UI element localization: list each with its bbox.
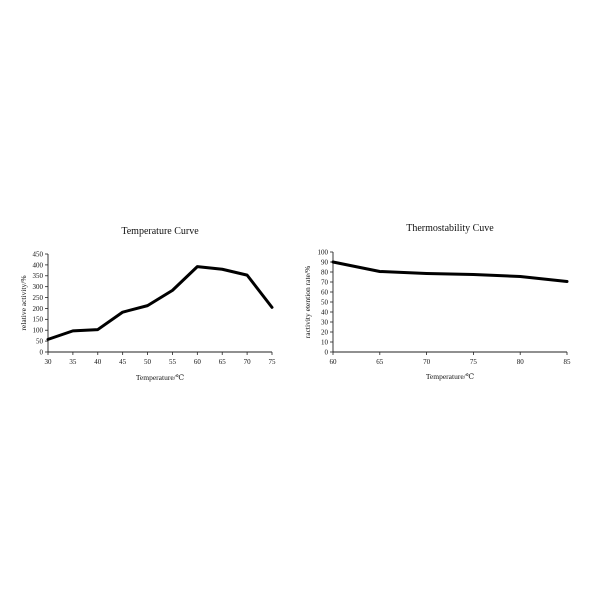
x-tick-label: 40 — [94, 358, 102, 366]
y-tick-label: 150 — [33, 316, 44, 324]
temperature-curve-chart: Temperature Curve Temperature/℃ relative… — [19, 226, 276, 382]
x-axis-label: Temperature/℃ — [426, 372, 474, 381]
x-tick-label: 55 — [169, 358, 177, 366]
y-tick-label: 50 — [321, 298, 329, 306]
thermostability-curve-chart: Thermostability Cuve Temperature/℃ racti… — [303, 223, 571, 381]
x-tick-label: 65 — [376, 358, 384, 366]
x-tick-label: 60 — [330, 358, 338, 366]
series-line — [46, 265, 274, 341]
x-tick-label: 75 — [470, 358, 478, 366]
y-tick-label: 350 — [33, 272, 44, 280]
y-tick-label: 40 — [321, 308, 329, 316]
series-line — [331, 260, 569, 283]
y-tick-label: 80 — [321, 268, 329, 276]
chart-title: Thermostability Cuve — [406, 223, 494, 234]
y-tick-label: 60 — [321, 288, 329, 296]
x-tick-label: 35 — [69, 358, 77, 366]
x-tick-label: 75 — [269, 358, 277, 366]
y-tick-label: 400 — [33, 261, 44, 269]
chart-title: Temperature Curve — [121, 226, 199, 237]
x-axis-label: Temperature/℃ — [136, 373, 184, 382]
y-tick-label: 30 — [321, 318, 329, 326]
x-tick-label: 45 — [119, 358, 127, 366]
y-tick-label: 0 — [325, 348, 329, 356]
x-tick-label: 50 — [144, 358, 152, 366]
x-tick-label: 65 — [219, 358, 227, 366]
y-axis-label: relative activity/% — [19, 275, 28, 330]
y-tick-label: 10 — [321, 338, 329, 346]
x-tick-label: 70 — [423, 358, 431, 366]
x-tick-label: 70 — [244, 358, 252, 366]
x-tick-label: 85 — [564, 358, 572, 366]
y-tick-label: 300 — [33, 283, 44, 291]
y-tick-label: 100 — [318, 248, 329, 256]
x-tick-label: 80 — [517, 358, 525, 366]
y-tick-label: 450 — [33, 250, 44, 258]
y-tick-label: 50 — [36, 338, 44, 346]
y-tick-label: 20 — [321, 328, 329, 336]
x-tick-label: 30 — [45, 358, 53, 366]
y-tick-label: 90 — [321, 258, 329, 266]
x-tick-label: 60 — [194, 358, 202, 366]
y-tick-label: 250 — [33, 294, 44, 302]
y-tick-label: 0 — [40, 348, 44, 356]
y-axis-label: ractivity etention rate/% — [303, 266, 312, 338]
y-tick-label: 200 — [33, 305, 44, 313]
y-tick-label: 70 — [321, 278, 329, 286]
y-tick-label: 100 — [33, 327, 44, 335]
